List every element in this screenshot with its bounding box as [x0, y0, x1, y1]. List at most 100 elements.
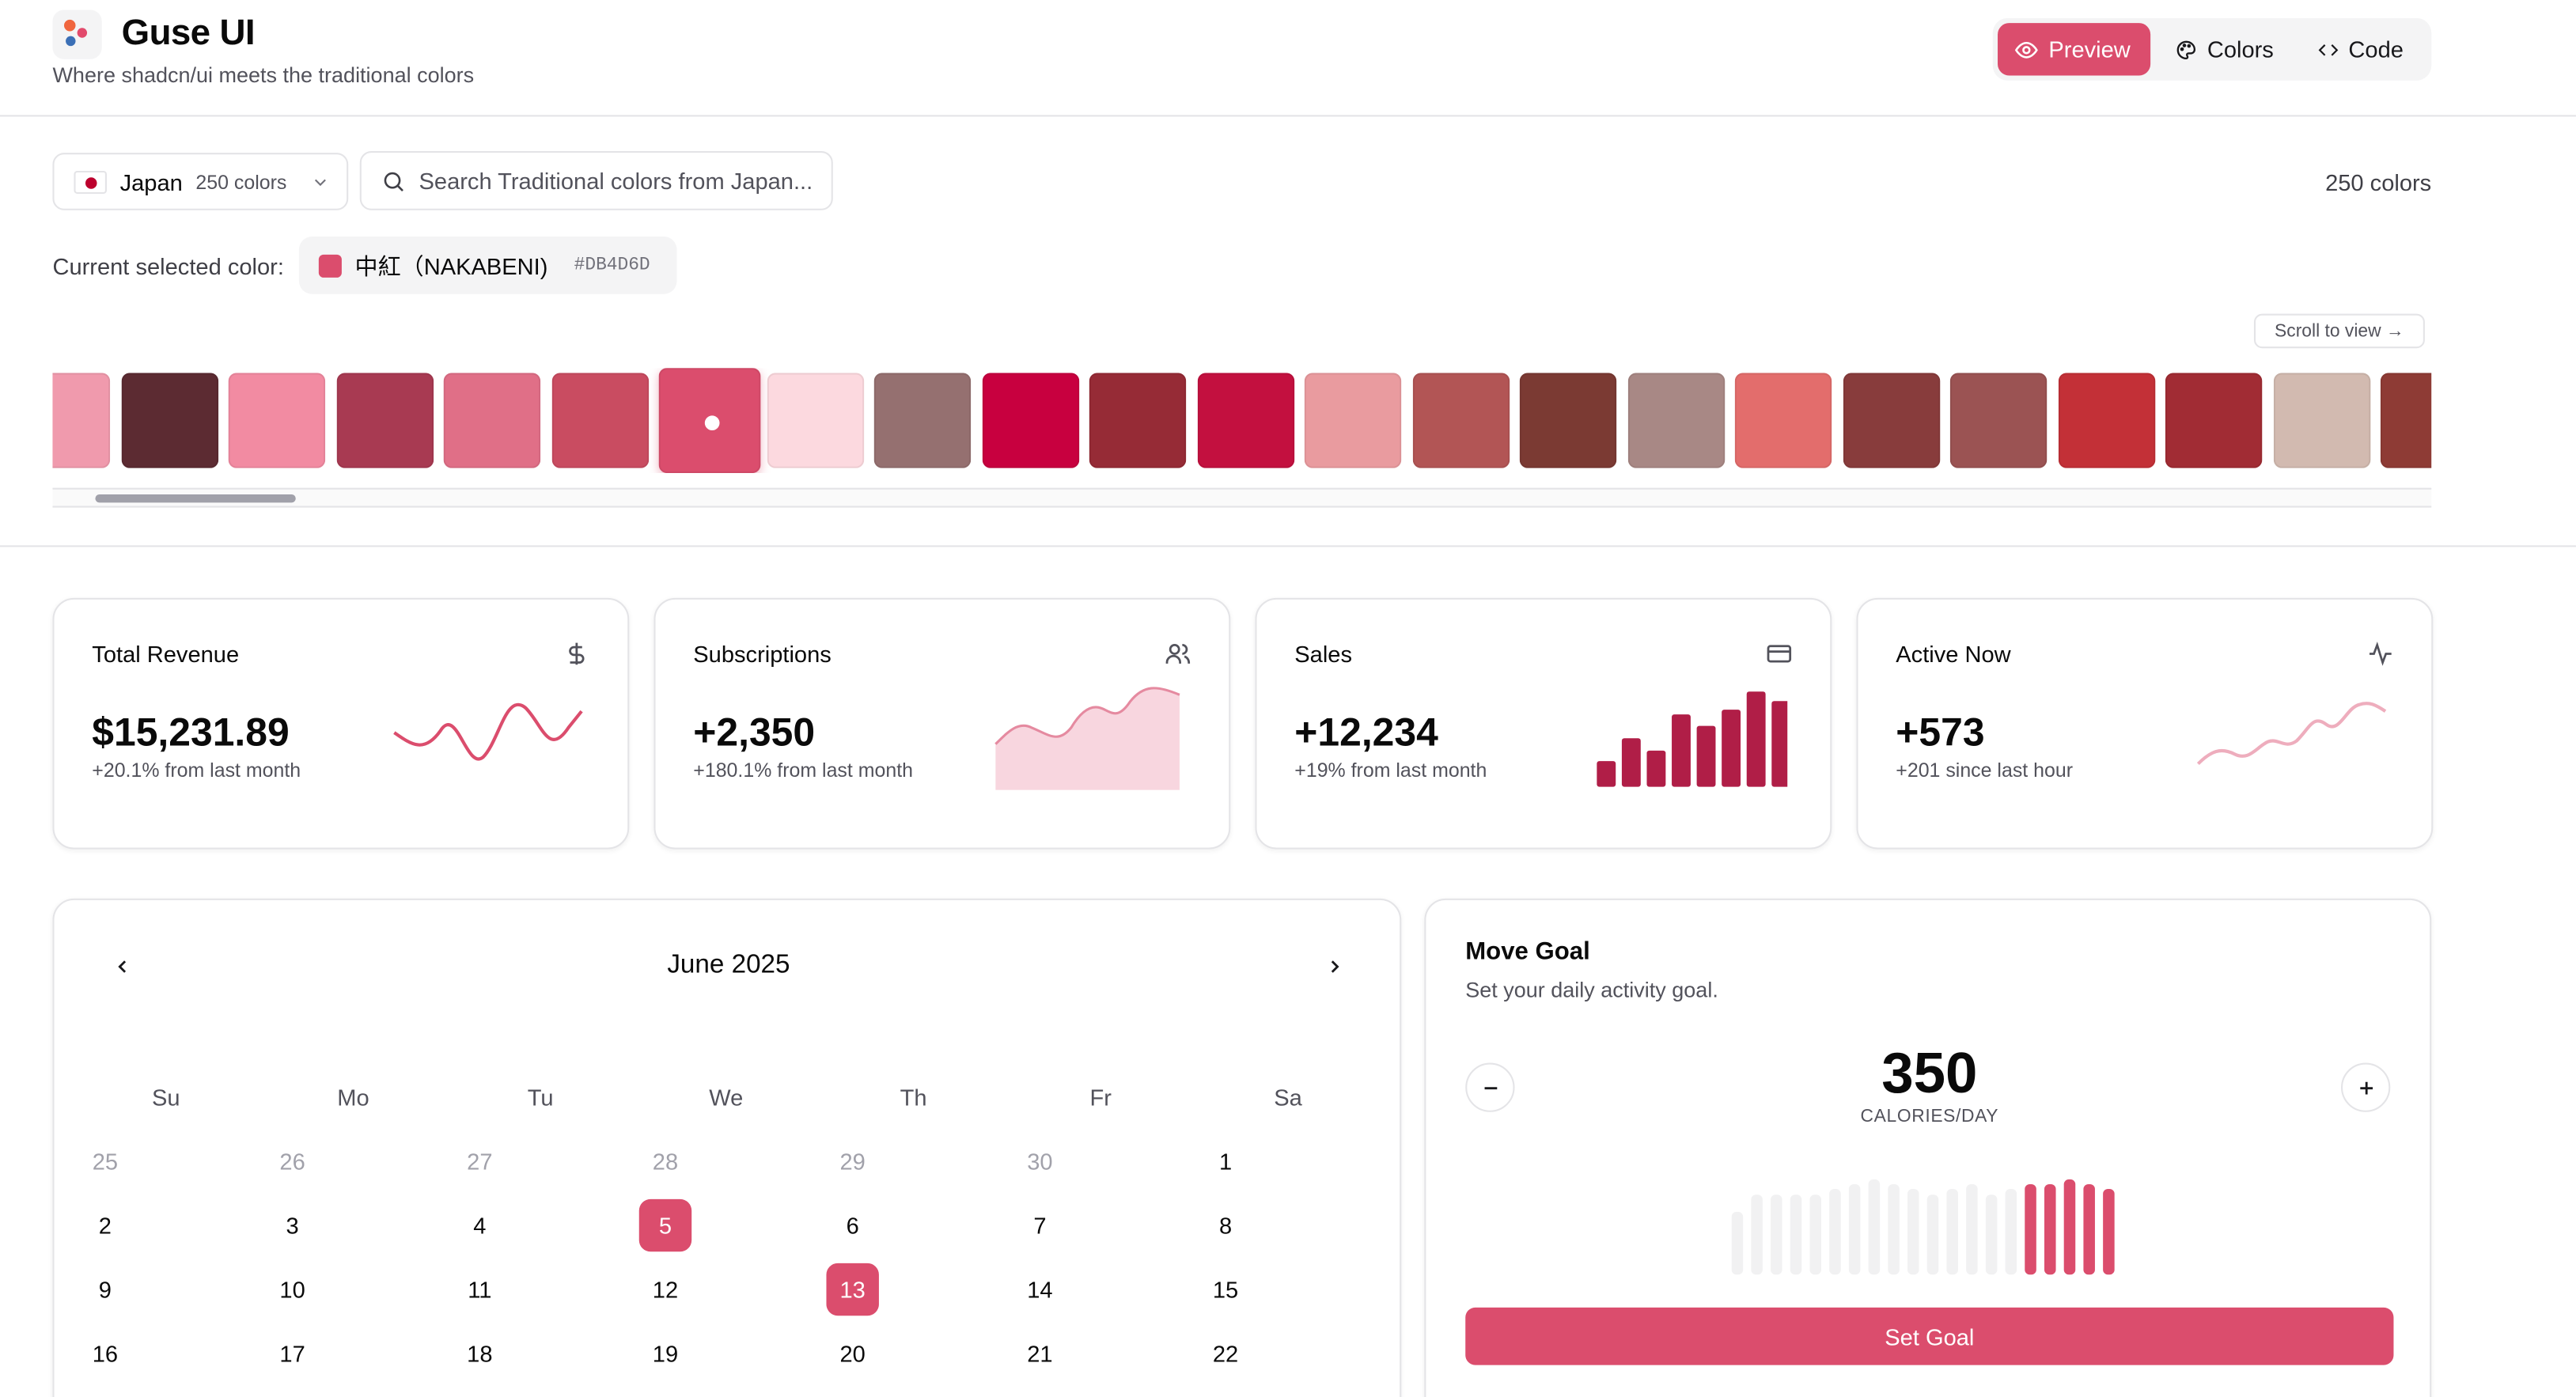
brand-title: Guse UI [121, 11, 256, 53]
stat-sub: +180.1% from last month [693, 759, 913, 782]
calendar-day[interactable]: 9 [98, 1276, 112, 1303]
goal-bar [1790, 1194, 1802, 1275]
calendar-day[interactable]: 30 [1027, 1148, 1053, 1175]
color-swatch[interactable] [873, 373, 972, 468]
color-swatch[interactable] [1627, 373, 1725, 468]
calendar-day[interactable]: 19 [652, 1340, 679, 1367]
search-input[interactable]: Search Traditional colors from Japan... [419, 167, 813, 195]
color-swatch[interactable] [335, 373, 434, 468]
goal-value: 350 [1881, 1041, 1978, 1106]
tab-code[interactable]: Code [2301, 23, 2420, 75]
goal-unit: CALORIES/DAY [1860, 1107, 1999, 1127]
calendar-card: June 2025 Su Mo Tu We Th Fr Sa 25 26 27 28 29 30 1 2 3 4… [52, 898, 1402, 1397]
tab-colors[interactable]: Colors [2159, 23, 2290, 75]
prev-month-button[interactable] [105, 949, 138, 982]
color-swatch[interactable] [1411, 373, 1510, 468]
color-swatch[interactable] [2380, 373, 2432, 468]
calendar-day[interactable]: 13 [826, 1263, 879, 1316]
color-swatch[interactable] [1734, 373, 1832, 468]
calendar-day[interactable]: 29 [839, 1148, 866, 1175]
calendar-day[interactable]: 21 [1027, 1340, 1053, 1367]
plus-icon [2359, 1081, 2373, 1094]
goal-bar [1731, 1211, 1744, 1275]
calendar-day[interactable]: 14 [1027, 1276, 1053, 1303]
color-swatch[interactable] [551, 373, 649, 468]
color-swatch[interactable] [443, 373, 541, 468]
calendar-day[interactable]: 3 [286, 1212, 299, 1239]
calendar-day[interactable]: 4 [473, 1212, 487, 1239]
stat-title: Subscriptions [693, 640, 832, 668]
decrease-button[interactable] [1465, 1062, 1515, 1112]
users-icon [1165, 643, 1191, 664]
calendar-day[interactable]: 15 [1212, 1276, 1239, 1303]
weekday-label: We [709, 1084, 744, 1111]
goal-bar [2005, 1188, 2017, 1275]
stat-sub: +20.1% from last month [92, 759, 301, 782]
stat-card-active: Active Now +573 +201 since last hour [1856, 597, 2434, 850]
scrollbar-thumb[interactable] [95, 494, 296, 503]
revenue-sparkline [393, 702, 583, 761]
calendar-day[interactable]: 18 [467, 1340, 493, 1367]
color-swatch[interactable] [1949, 373, 2048, 468]
weekday-label: Fr [1089, 1084, 1112, 1111]
goal-bar [2103, 1188, 2115, 1275]
tab-preview[interactable]: Preview [1998, 23, 2151, 76]
calendar-day[interactable]: 2 [98, 1212, 112, 1239]
color-swatch[interactable] [2272, 373, 2370, 468]
calendar-day[interactable]: 6 [846, 1212, 859, 1239]
color-swatch[interactable] [1519, 373, 1617, 468]
country-select[interactable]: Japan 250 colors [52, 153, 349, 210]
goal-bar [2044, 1183, 2056, 1275]
color-swatch[interactable] [2165, 373, 2263, 468]
color-swatch[interactable] [981, 373, 1079, 468]
color-swatch[interactable] [1089, 373, 1187, 468]
color-strip[interactable] [52, 368, 2432, 474]
sales-bar-chart [1597, 691, 1788, 787]
calendar-day[interactable]: 28 [652, 1148, 679, 1175]
calendar-day[interactable]: 12 [652, 1276, 679, 1303]
color-swatch[interactable] [52, 373, 111, 468]
increase-button[interactable] [2341, 1062, 2391, 1112]
calendar-day[interactable]: 20 [839, 1340, 866, 1367]
scrollbar-track[interactable] [52, 487, 2432, 508]
country-name: Japan [119, 168, 183, 195]
calendar-day[interactable]: 17 [279, 1340, 305, 1367]
sales-bar [1696, 725, 1716, 787]
active-sparkline [2196, 702, 2387, 766]
calendar-day[interactable]: 8 [1218, 1212, 1233, 1239]
calendar-day[interactable]: 26 [279, 1148, 305, 1175]
calendar-day[interactable]: 5 [638, 1198, 692, 1252]
color-swatch[interactable] [228, 373, 326, 468]
color-swatch[interactable] [1196, 373, 1294, 468]
move-goal-card: Move Goal Set your daily activity goal. … [1424, 898, 2432, 1397]
stat-value: +573 [1896, 711, 1985, 756]
current-color-hex: #DB4D6D [574, 255, 650, 275]
calendar-day[interactable]: 25 [92, 1148, 119, 1175]
weekday-label: Mo [337, 1084, 369, 1111]
stat-value: $15,231.89 [92, 711, 290, 756]
goal-bar [1809, 1194, 1822, 1275]
goal-bar [1888, 1183, 1900, 1275]
calendar-day[interactable]: 22 [1212, 1340, 1239, 1367]
goal-description: Set your daily activity goal. [1465, 977, 1718, 1002]
weekday-label: Tu [527, 1084, 554, 1111]
calendar-day[interactable]: 27 [467, 1148, 493, 1175]
subscriptions-area-chart [994, 687, 1180, 790]
color-swatch[interactable] [658, 368, 761, 474]
calendar-day[interactable]: 1 [1218, 1148, 1233, 1175]
color-swatch[interactable] [1842, 373, 1940, 468]
calendar-day[interactable]: 16 [92, 1340, 119, 1367]
goal-bar [1907, 1188, 1919, 1275]
next-month-button[interactable] [1317, 949, 1351, 982]
color-swatch[interactable] [1304, 373, 1402, 468]
color-swatch[interactable] [2057, 373, 2155, 468]
color-swatch[interactable] [120, 373, 218, 468]
code-icon [2318, 44, 2339, 55]
japan-flag-icon [74, 169, 107, 193]
calendar-day[interactable]: 10 [279, 1276, 305, 1303]
color-swatch[interactable] [766, 373, 864, 468]
calendar-day[interactable]: 11 [468, 1276, 492, 1303]
search-box[interactable]: Search Traditional colors from Japan... [359, 151, 833, 210]
calendar-day[interactable]: 7 [1033, 1212, 1047, 1239]
set-goal-button[interactable]: Set Goal [1465, 1307, 2394, 1365]
